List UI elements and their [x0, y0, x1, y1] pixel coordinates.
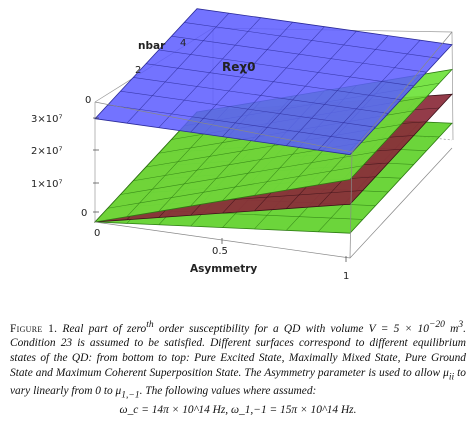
asymmetry-tick-label: 0.5 — [212, 246, 228, 257]
caption-superscript: 3 — [458, 320, 464, 330]
nbar-tick-label: 4 — [180, 38, 186, 49]
caption-text-part: m — [444, 322, 459, 335]
asymmetry-tick-label: 0 — [94, 228, 100, 239]
nbar-tick-label: 0 — [85, 95, 91, 106]
chart-title: Reχ0 — [222, 60, 255, 74]
axis-ticks — [93, 117, 347, 262]
surface-grid-3 — [107, 12, 440, 151]
caption-text-part: . Condition 23 is assumed to be satisfie… — [10, 322, 466, 379]
caption-subscript: 1,−1 — [121, 390, 140, 401]
surfaces-group — [93, 8, 454, 234]
caption-text-part: to vary linearly from 0 to μ — [10, 366, 466, 398]
value-tick-label: 2×10⁷ — [31, 146, 62, 157]
caption-label: Figure 1. — [10, 322, 58, 335]
nbar-tick-label: 2 — [135, 65, 141, 76]
caption-text: Real part of zeroth order susceptibility… — [10, 320, 466, 401]
caption-equation: ω_c = 14π × 10^14 Hz, ω_1,−1 = 15π × 10^… — [119, 404, 357, 417]
caption-superscript: th — [146, 320, 154, 330]
figure-caption: Figure 1. Real part of zeroth order susc… — [10, 318, 466, 418]
surface-plot-svg: Reχ0 nbar 4 2 0 3×10⁷ 2×10⁷ 1×10⁷ 0 0 0.… — [31, 8, 454, 282]
caption-text-part: . The following values where assumed: — [139, 385, 317, 398]
caption-text-part: order susceptibility for a QD with volum… — [153, 322, 429, 335]
caption-text-part: Real part of zero — [62, 322, 147, 335]
value-tick-label: 1×10⁷ — [31, 179, 62, 190]
value-tick-label: 0 — [81, 208, 87, 219]
caption-superscript: −20 — [428, 320, 445, 330]
figure-3d-plot: Reχ0 nbar 4 2 0 3×10⁷ 2×10⁷ 1×10⁷ 0 0 0.… — [31, 8, 454, 282]
nbar-axis-label: nbar — [138, 40, 166, 52]
caption-subscript: ii — [448, 371, 455, 382]
asymmetry-axis-label: Asymmetry — [190, 263, 257, 275]
asymmetry-tick-label: 1 — [343, 271, 349, 282]
value-tick-label: 3×10⁷ — [31, 114, 62, 125]
plot-box-front — [94, 31, 453, 259]
